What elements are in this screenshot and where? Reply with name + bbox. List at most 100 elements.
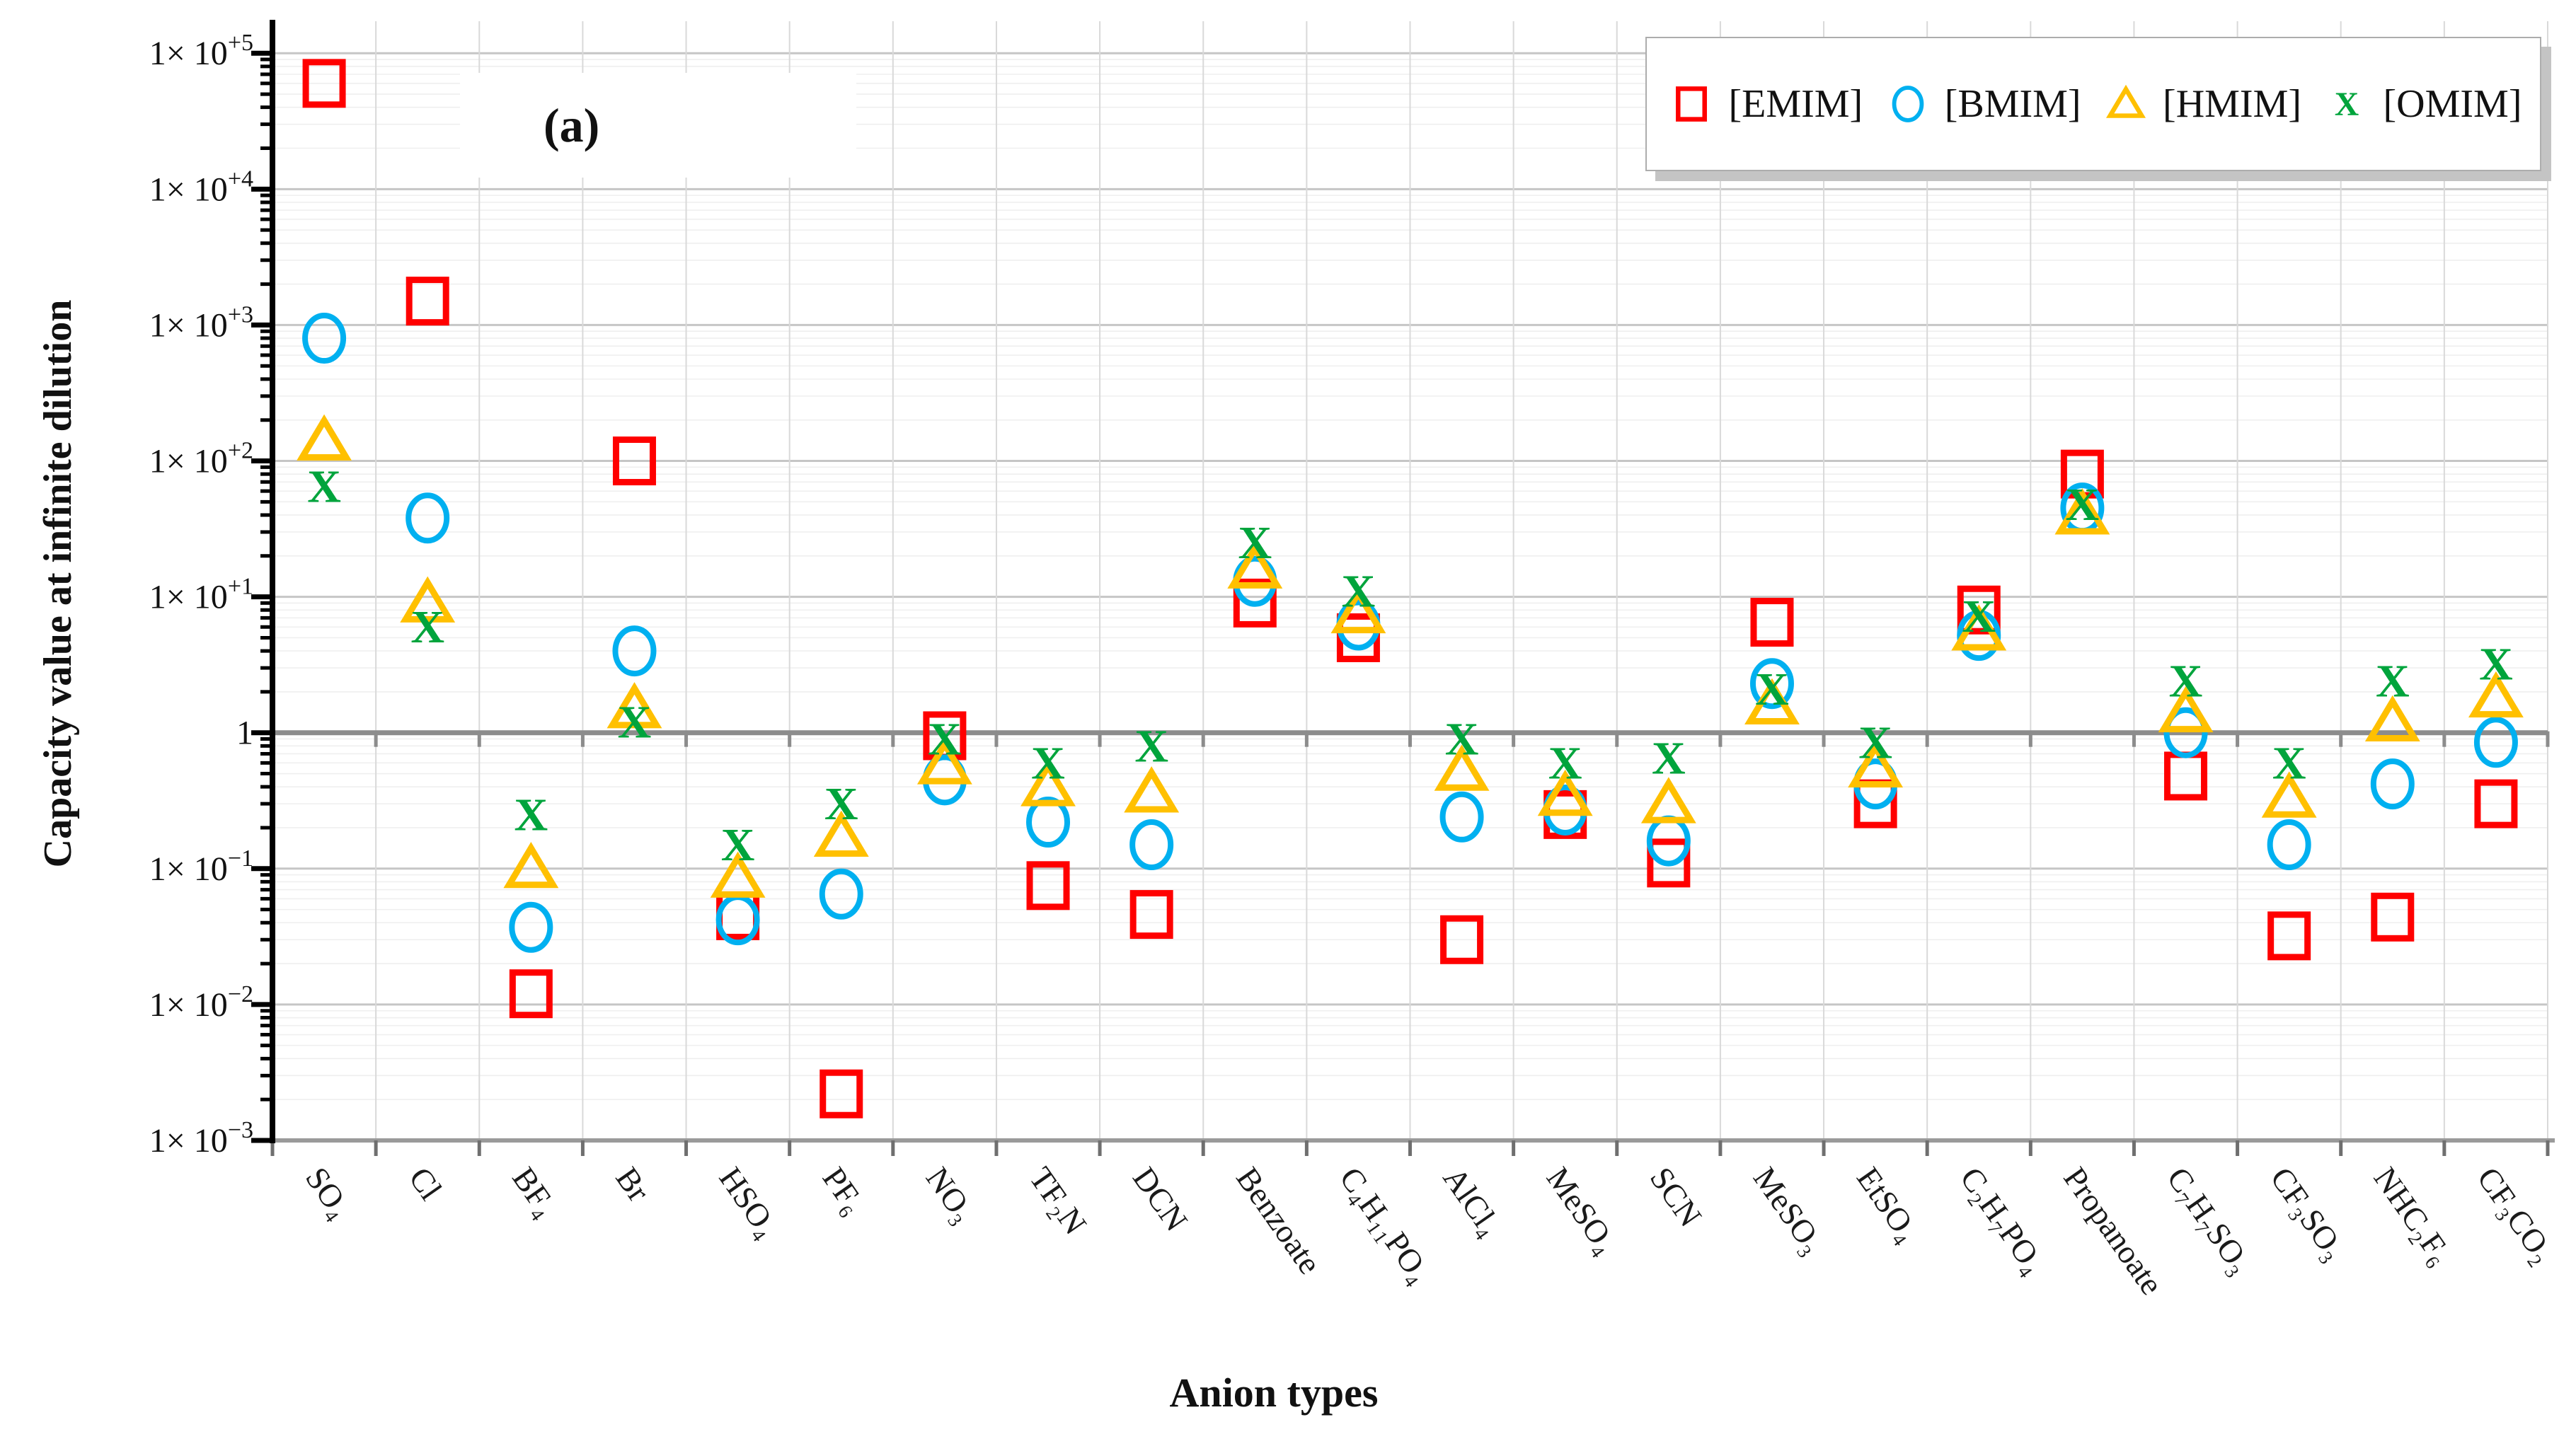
marker-hmim-13: [1640, 777, 1696, 823]
marker-hmim-18: [2158, 686, 2214, 733]
x-tick-label: Cl: [402, 1160, 449, 1206]
marker-emim-1: [406, 277, 449, 326]
marker-hmim-7: [1020, 760, 1076, 807]
x-tick-label: BF₄: [505, 1160, 564, 1222]
y-tick-label: 1: [236, 715, 253, 752]
marker-omim-17: X: [2066, 479, 2100, 531]
marker-emim-18: [2164, 751, 2208, 801]
marker-omim-12: X: [1548, 737, 1582, 789]
marker-hmim-2: [503, 842, 559, 889]
x-tick-label: CF₃CO₂: [2471, 1160, 2562, 1269]
marker-hmim-3: [606, 682, 662, 729]
marker-hmim-15: [1848, 741, 1904, 788]
marker-hmim-10: [1330, 586, 1386, 634]
x-tick-label: CF₃SO₃: [2263, 1160, 2352, 1266]
marker-omim-2: X: [514, 789, 548, 840]
marker-emim-21: [2474, 779, 2518, 828]
x-tick-label: NHC₂F₆: [2367, 1160, 2460, 1271]
legend-item-bmim: [BMIM]: [1881, 76, 2081, 133]
marker-hmim-12: [1537, 769, 1593, 816]
y-tick-label: 1× 10−3: [149, 1117, 253, 1160]
legend-label: [HMIM]: [2163, 82, 2302, 126]
legend-item-omim: X [OMIM]: [2320, 76, 2522, 133]
marker-hmim-17: [2054, 488, 2110, 535]
marker-omim-7: X: [1031, 737, 1065, 789]
x-tick-label: Benzoate: [1229, 1160, 1328, 1280]
x-marker-icon: X: [2320, 76, 2374, 133]
legend-label: [BMIM]: [1944, 82, 2081, 126]
marker-omim-19: X: [2272, 737, 2306, 789]
marker-omim-3: X: [618, 697, 652, 748]
legend-marker-shape: [1676, 86, 1708, 122]
x-glyph: X: [2334, 86, 2358, 122]
marker-omim-13: X: [1652, 733, 1686, 785]
marker-bmim-8: [1129, 819, 1174, 870]
marker-hmim-1: [400, 576, 456, 623]
legend-marker-shape: [1892, 85, 1924, 122]
x-tick-label: PF₆: [816, 1160, 873, 1220]
marker-hmim-9: [1227, 542, 1283, 589]
marker-omim-5: X: [824, 778, 858, 830]
x-tick-label: AlCl₄: [1436, 1160, 1508, 1242]
x-tick-label: MeSO₃: [1747, 1160, 1832, 1260]
x-tick-label: DCN: [1126, 1160, 1195, 1237]
marker-emim-0: [302, 59, 346, 108]
marker-emim-9: [1233, 578, 1277, 628]
x-tick-label: SO₄: [299, 1160, 359, 1225]
y-tick-label: 1× 10−2: [149, 981, 253, 1024]
marker-omim-16: X: [1962, 591, 1996, 642]
x-axis-title: Anion types: [1169, 1370, 1379, 1416]
marker-emim-8: [1129, 890, 1173, 940]
marker-bmim-21: [2473, 717, 2518, 768]
panel-label: (a): [544, 98, 600, 152]
legend-label: [OMIM]: [2383, 82, 2522, 126]
marker-bmim-3: [612, 625, 657, 677]
marker-bmim-1: [406, 492, 450, 544]
marker-emim-5: [820, 1069, 863, 1118]
marker-emim-13: [1647, 838, 1691, 888]
marker-omim-4: X: [721, 819, 755, 871]
y-tick-label: 1× 10+4: [149, 166, 253, 208]
x-tick-label: Propanoate: [2057, 1160, 2170, 1301]
marker-omim-20: X: [2376, 656, 2410, 707]
circle-glyph: [1892, 85, 1924, 122]
y-tick-label: 1× 10−1: [149, 845, 253, 888]
marker-omim-1: X: [410, 601, 444, 653]
y-tick-label: 1× 10+1: [149, 574, 253, 616]
y-axis-title: Capacity value at infinite dilution: [36, 299, 80, 868]
legend-item-hmim: [HMIM]: [2099, 76, 2301, 133]
marker-omim-14: X: [1755, 664, 1789, 715]
square-glyph: [1676, 86, 1708, 122]
marker-hmim-8: [1124, 766, 1180, 813]
marker-emim-7: [1026, 861, 1070, 911]
x-tick-label: Br: [609, 1160, 657, 1208]
x-tick-label: C₇H₇SO₃: [2160, 1160, 2259, 1280]
marker-bmim-20: [2370, 758, 2415, 810]
legend: [EMIM] [BMIM] [HMIM] X [OMIM]: [1645, 37, 2541, 171]
y-tick-label: 1× 10+5: [149, 30, 253, 72]
marker-emim-14: [1750, 598, 1794, 647]
marker-hmim-19: [2261, 771, 2317, 818]
x-tick-label: C₄H₁₁PO₄: [1333, 1160, 1438, 1289]
legend-item-emim: [EMIM]: [1664, 76, 1863, 133]
marker-bmim-5: [819, 868, 863, 920]
x-tick-label: EtSO₄: [1850, 1160, 1926, 1248]
marker-omim-0: X: [307, 461, 341, 512]
marker-bmim-11: [1439, 791, 1484, 843]
marker-hmim-5: [813, 810, 869, 857]
panel-label-box: (a): [460, 73, 856, 178]
marker-hmim-0: [297, 414, 352, 461]
marker-omim-21: X: [2479, 639, 2513, 690]
marker-emim-20: [2371, 892, 2415, 942]
marker-bmim-7: [1026, 797, 1071, 848]
marker-bmim-2: [509, 901, 553, 953]
x-tick-label: MeSO₄: [1540, 1160, 1625, 1260]
legend-marker-shape: [2106, 84, 2146, 118]
y-tick-label: 1× 10+3: [149, 301, 253, 344]
marker-hmim-6: [916, 738, 972, 785]
marker-emim-3: [612, 437, 656, 486]
triangle-glyph: [2106, 84, 2146, 118]
marker-hmim-14: [1744, 678, 1800, 725]
marker-bmim-14: [1749, 658, 1794, 710]
